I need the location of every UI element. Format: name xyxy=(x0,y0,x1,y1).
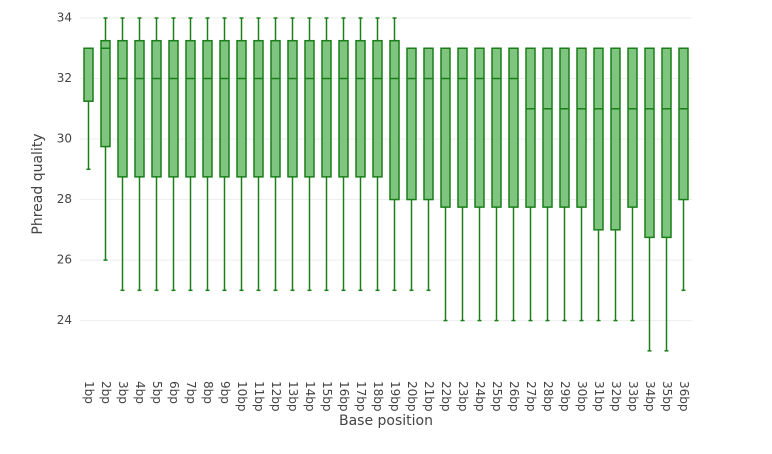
box xyxy=(355,39,366,178)
box xyxy=(423,47,434,201)
x-tick-label: 20bp xyxy=(405,381,419,412)
x-tick-label: 1bp xyxy=(82,381,96,404)
x-axis-title: Base position xyxy=(339,413,433,429)
box xyxy=(270,39,281,178)
y-tick-label: 24 xyxy=(57,313,72,327)
x-tick-label: 30bp xyxy=(575,381,589,412)
x-tick-label: 29bp xyxy=(558,381,572,412)
x-tick-label: 31bp xyxy=(592,381,606,412)
box xyxy=(593,47,604,231)
x-tick-label: 19bp xyxy=(388,381,402,412)
box xyxy=(440,47,451,208)
box xyxy=(678,47,689,201)
box xyxy=(151,39,162,178)
box xyxy=(389,39,400,201)
x-tick-label: 11bp xyxy=(252,381,266,412)
box xyxy=(202,39,213,178)
box xyxy=(627,47,638,208)
box xyxy=(406,47,417,201)
box xyxy=(491,47,502,208)
box xyxy=(168,39,179,178)
box xyxy=(525,47,536,208)
x-tick-label: 8bp xyxy=(201,381,215,404)
box xyxy=(474,47,485,208)
x-tick-label: 5bp xyxy=(150,381,164,404)
x-tick-label: 13bp xyxy=(286,381,300,412)
x-tick-label: 25bp xyxy=(490,381,504,412)
x-tick-label: 33bp xyxy=(626,381,640,412)
box xyxy=(304,39,315,178)
box xyxy=(287,39,298,178)
x-tick-label: 32bp xyxy=(609,381,623,412)
x-tick-label: 7bp xyxy=(184,381,198,404)
box xyxy=(508,47,519,208)
y-tick-label: 26 xyxy=(57,253,72,267)
box xyxy=(372,39,383,178)
box xyxy=(610,47,621,231)
x-tick-label: 3bp xyxy=(116,381,130,404)
x-tick-label: 24bp xyxy=(473,381,487,412)
x-tick-label: 22bp xyxy=(439,381,453,412)
box xyxy=(219,39,230,178)
y-tick-label: 30 xyxy=(57,132,72,146)
x-tick-label: 35bp xyxy=(660,381,674,412)
box xyxy=(236,39,247,178)
box xyxy=(321,39,332,178)
x-tick-label: 14bp xyxy=(303,381,317,412)
box xyxy=(100,39,111,148)
box xyxy=(542,47,553,208)
x-tick-label: 10bp xyxy=(235,381,249,412)
box xyxy=(253,39,264,178)
box xyxy=(559,47,570,208)
y-axis-title: Phread quality xyxy=(30,133,46,234)
box xyxy=(338,39,349,178)
x-tick-label: 12bp xyxy=(269,381,283,412)
x-tick-label: 9bp xyxy=(218,381,232,404)
x-tick-label: 28bp xyxy=(541,381,555,412)
x-tick-label: 15bp xyxy=(320,381,334,412)
box xyxy=(134,39,145,178)
x-tick-label: 6bp xyxy=(167,381,181,404)
y-tick-label: 32 xyxy=(57,71,72,85)
x-tick-label: 27bp xyxy=(524,381,538,412)
y-tick-label: 28 xyxy=(57,192,72,206)
x-tick-label: 17bp xyxy=(354,381,368,412)
box xyxy=(661,47,672,239)
x-tick-label: 26bp xyxy=(507,381,521,412)
box xyxy=(83,47,94,102)
box xyxy=(576,47,587,208)
x-tick-label: 34bp xyxy=(643,381,657,412)
x-tick-label: 36bp xyxy=(677,381,691,412)
x-tick-label: 23bp xyxy=(456,381,470,412)
x-tick-label: 18bp xyxy=(371,381,385,412)
box xyxy=(644,47,655,239)
x-tick-label: 2bp xyxy=(99,381,113,404)
box xyxy=(117,39,128,178)
x-tick-label: 21bp xyxy=(422,381,436,412)
box xyxy=(457,47,468,208)
y-tick-label: 34 xyxy=(57,11,72,25)
x-tick-label: 16bp xyxy=(337,381,351,412)
x-tick-label: 4bp xyxy=(133,381,147,404)
box xyxy=(185,39,196,178)
